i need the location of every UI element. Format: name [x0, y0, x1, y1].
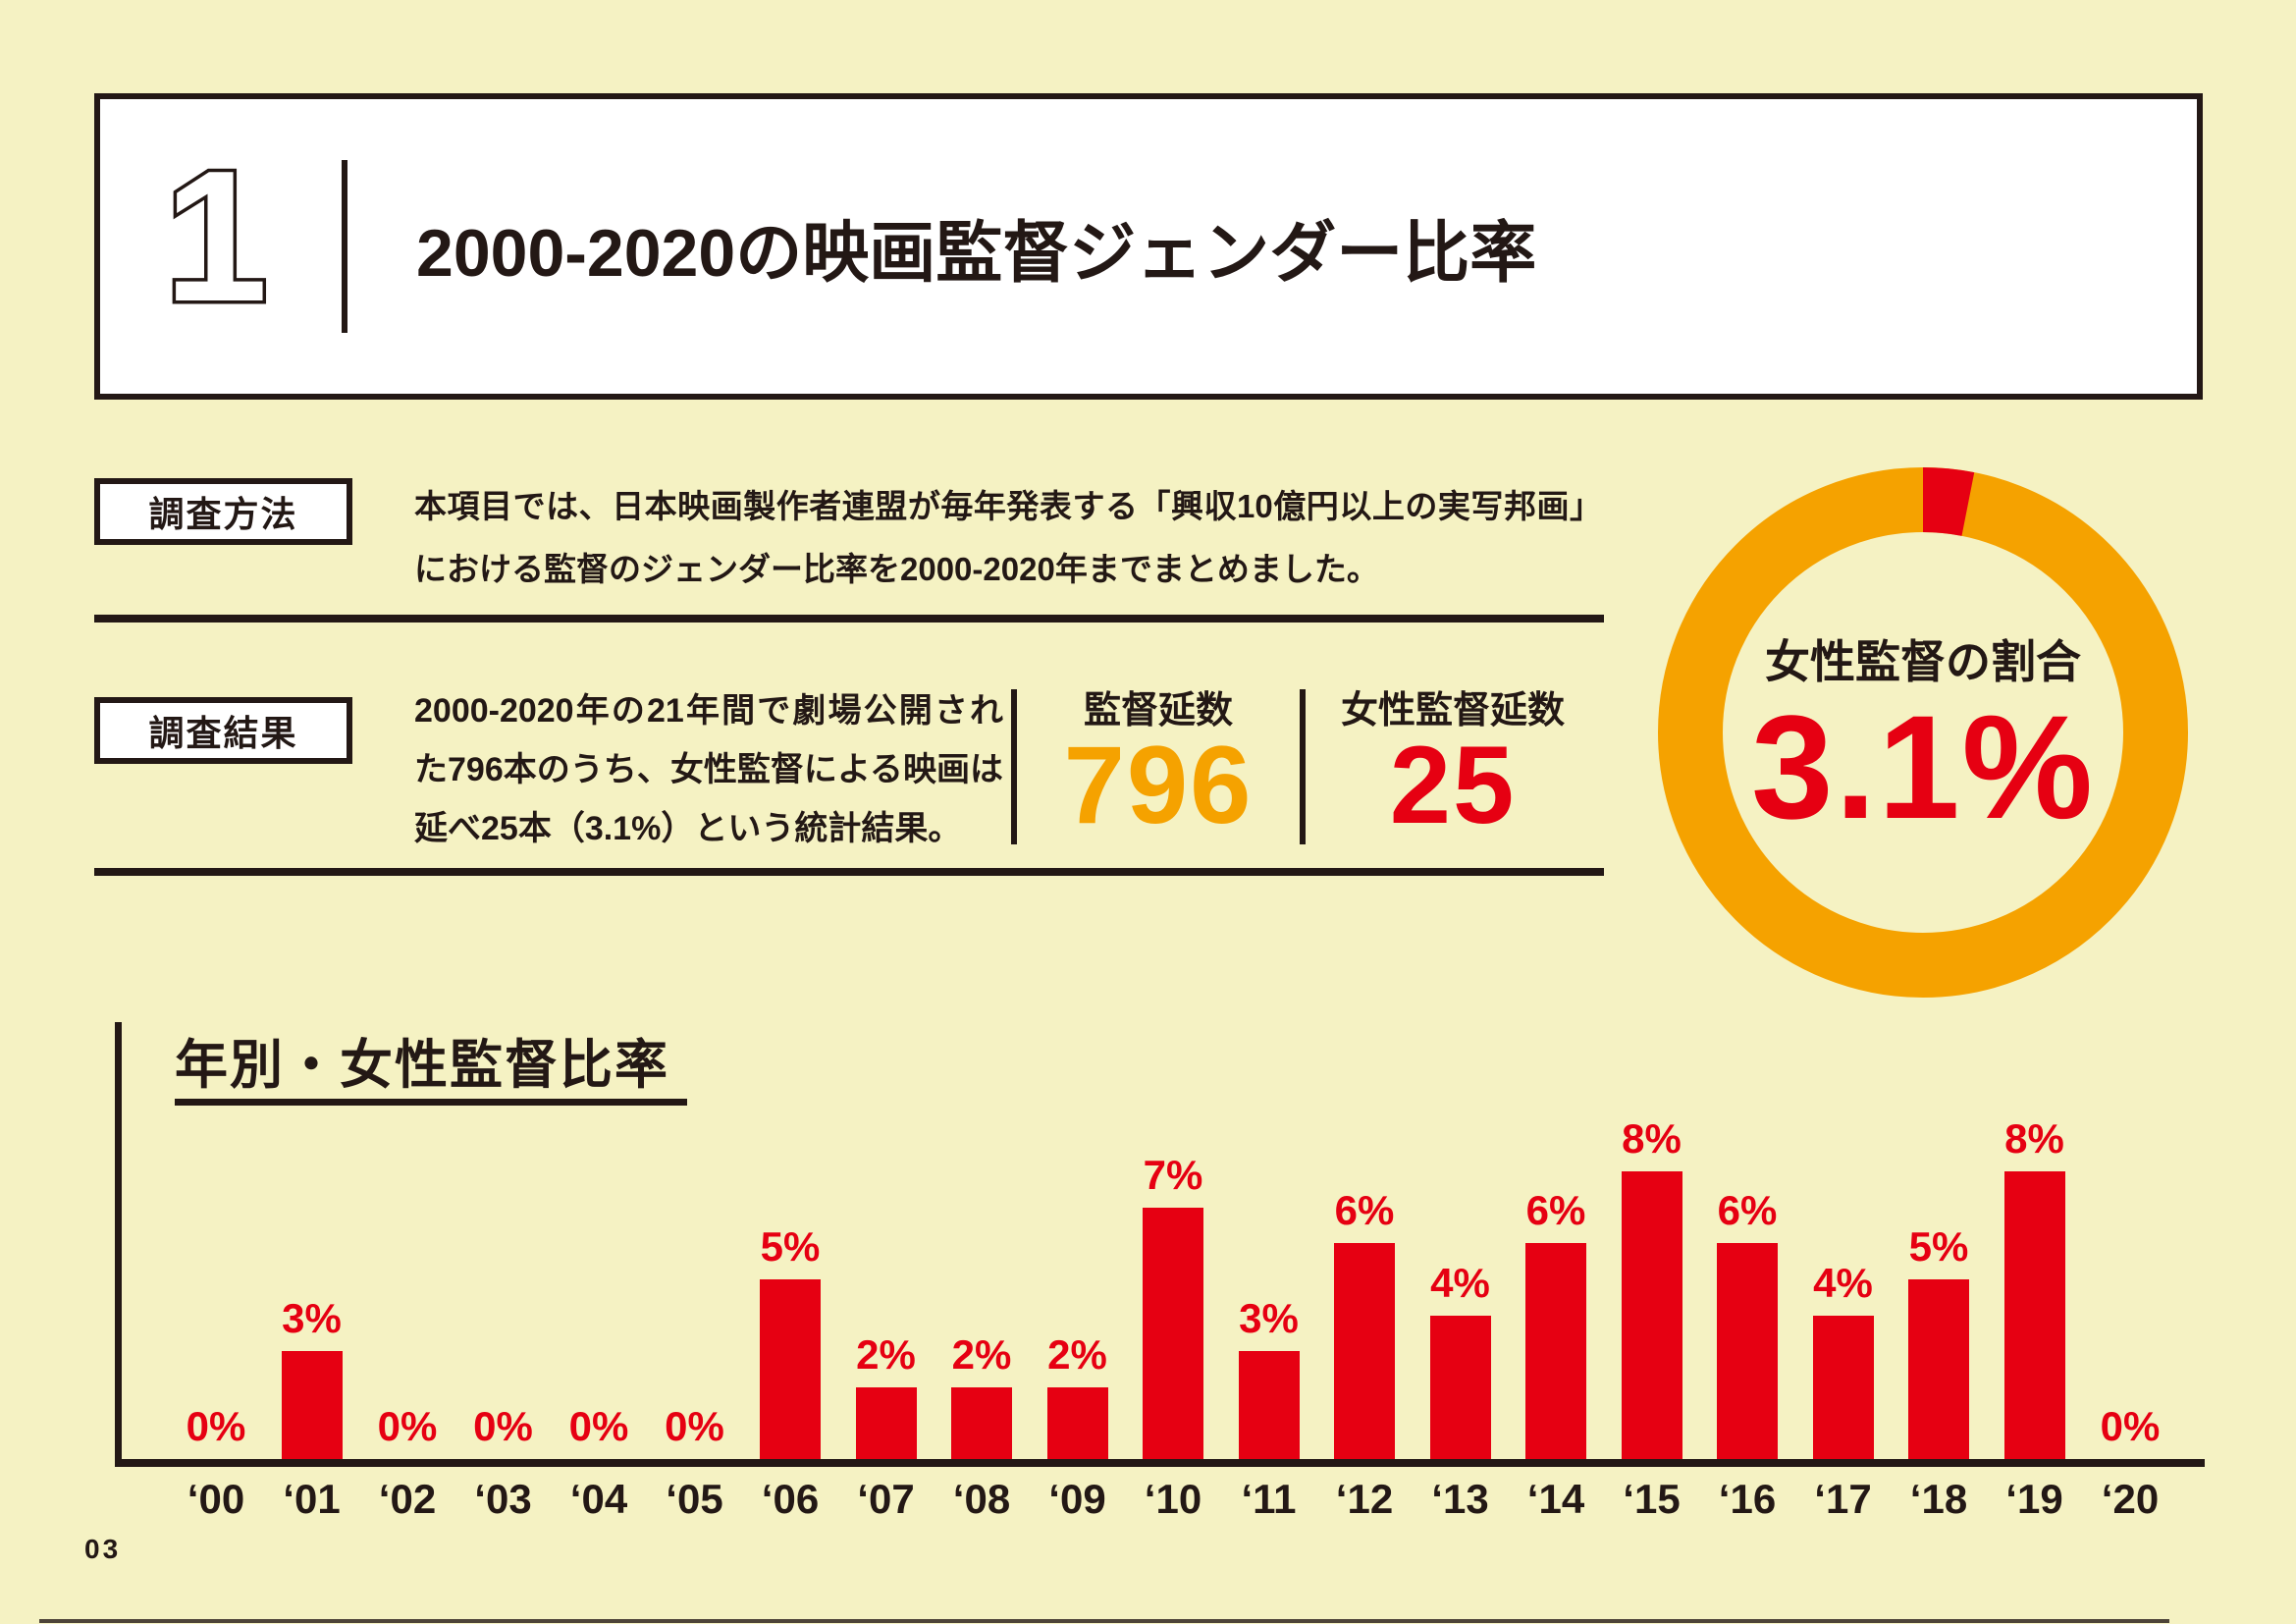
- bar-year-label: ‘01: [283, 1476, 341, 1522]
- bar-value-label: 0%: [473, 1403, 533, 1449]
- bar-year-label: ‘14: [1526, 1476, 1585, 1522]
- bar: [1238, 1351, 1300, 1459]
- bar-value-label: 6%: [1525, 1187, 1586, 1233]
- bar-year-label: ‘13: [1431, 1476, 1489, 1522]
- stat-divider-right: [1300, 689, 1306, 844]
- stat-divider-left: [1011, 689, 1017, 844]
- donut-center-value: 3.1%: [1751, 684, 2095, 849]
- bar-value-label: 0%: [665, 1403, 724, 1449]
- bar: [1046, 1387, 1108, 1459]
- bar-value-label: 3%: [282, 1295, 342, 1341]
- bar-chart-title-underline: [175, 1099, 687, 1106]
- bar-year-label: ‘11: [1241, 1476, 1297, 1522]
- horizontal-rule-top: [94, 615, 1604, 623]
- bar-value-label: 4%: [1430, 1260, 1490, 1306]
- bar-year-label: ‘04: [569, 1476, 628, 1522]
- bar: [281, 1351, 343, 1459]
- page-title: 2000-2020の映画監督ジェンダー比率: [416, 215, 1537, 291]
- bar-value-label: 3%: [1239, 1295, 1299, 1341]
- bar-value-label: 5%: [760, 1223, 821, 1270]
- bar-value-label: 4%: [1813, 1260, 1873, 1306]
- bar-value-label: 5%: [1908, 1223, 1969, 1270]
- bar-value-label: 0%: [377, 1403, 438, 1449]
- stat-female-directors-label: 女性監督延数: [1340, 690, 1565, 731]
- bar: [1621, 1171, 1682, 1459]
- bar-year-label: ‘00: [187, 1476, 245, 1522]
- donut-center-label: 女性監督の割合: [1765, 636, 2081, 687]
- bar-year-label: ‘17: [1814, 1476, 1872, 1522]
- stat-total-directors-label: 監督延数: [1083, 690, 1233, 731]
- bar-value-label: 7%: [1143, 1152, 1203, 1198]
- bar-value-label: 0%: [186, 1403, 246, 1449]
- bar-year-label: ‘16: [1718, 1476, 1777, 1522]
- result-text: 2000-2020年の21年間で劇場公開された796本のうち、女性監督による映画…: [414, 692, 1003, 847]
- method-label-box: 調査方法: [94, 478, 352, 545]
- bar-value-label: 8%: [1622, 1115, 1682, 1162]
- bar: [1812, 1316, 1874, 1459]
- bar-value-label: 2%: [951, 1331, 1012, 1378]
- donut-chart: [1648, 458, 2198, 1007]
- stat-total-directors: 監督延数 796: [1017, 689, 1300, 846]
- bar: [1429, 1316, 1491, 1459]
- bar-value-label: 6%: [1334, 1187, 1395, 1233]
- bar-year-label: ‘15: [1623, 1476, 1681, 1522]
- bar: [760, 1279, 821, 1459]
- bar-year-label: ‘19: [2005, 1476, 2063, 1522]
- stat-total-directors-value: 796: [1063, 724, 1254, 846]
- bar: [855, 1387, 917, 1459]
- result-label-box: 調査結果: [94, 697, 352, 764]
- method-label: 調査方法: [148, 494, 298, 534]
- bar-year-label: ‘07: [857, 1476, 915, 1522]
- bar: [1525, 1243, 1586, 1459]
- bar-year-label: ‘02: [378, 1476, 437, 1522]
- stat-female-directors-value: 25: [1389, 724, 1517, 846]
- bar-year-label: ‘08: [952, 1476, 1011, 1522]
- header-box: [94, 93, 2203, 400]
- bar-year-label: ‘05: [666, 1476, 723, 1522]
- header-divider: [342, 160, 347, 333]
- bar-year-label: ‘12: [1335, 1476, 1394, 1522]
- bar: [1717, 1243, 1778, 1459]
- bar: [1143, 1208, 1203, 1459]
- bar-year-label: ‘09: [1048, 1476, 1106, 1522]
- bar-value-label: 2%: [856, 1331, 916, 1378]
- stat-female-directors: 女性監督延数 25: [1306, 689, 1600, 846]
- bar-year-label: ‘06: [761, 1476, 820, 1522]
- method-text: 本項目では、日本映画製作者連盟が毎年発表する「興収10億円以上の実写邦画」におけ…: [414, 488, 1602, 587]
- bar-chart-title: 年別・女性監督比率: [175, 1036, 669, 1095]
- bar-year-label: ‘03: [474, 1476, 532, 1522]
- bar-value-label: 0%: [568, 1403, 629, 1449]
- bar-value-label: 2%: [1047, 1331, 1107, 1378]
- bar-value-label: 6%: [1717, 1187, 1778, 1233]
- section-number: 1: [161, 133, 272, 341]
- page-number: 03: [84, 1534, 122, 1564]
- bar: [1334, 1243, 1395, 1459]
- result-label: 調査結果: [148, 713, 298, 753]
- bar-value-label: 8%: [2004, 1115, 2064, 1162]
- bar-year-label: ‘10: [1144, 1476, 1202, 1522]
- bar: [2003, 1171, 2065, 1459]
- bar-chart-y-axis: [115, 1022, 122, 1466]
- bar-year-label: ‘20: [2101, 1476, 2160, 1522]
- bar: [1908, 1279, 1969, 1459]
- horizontal-rule-bottom: [94, 868, 1604, 876]
- bar-year-label: ‘18: [1909, 1476, 1968, 1522]
- page-edge-artifact: [39, 1619, 2169, 1623]
- bar: [951, 1387, 1012, 1459]
- bar-value-label: 0%: [2100, 1403, 2161, 1449]
- bar-chart-x-axis: [115, 1459, 2205, 1467]
